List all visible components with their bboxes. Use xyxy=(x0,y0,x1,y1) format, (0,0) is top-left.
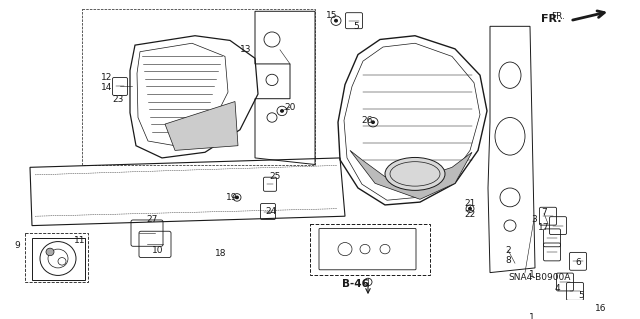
Text: 12: 12 xyxy=(101,73,113,82)
Text: 1: 1 xyxy=(529,270,535,279)
FancyArrowPatch shape xyxy=(573,11,604,20)
Text: 14: 14 xyxy=(101,83,113,92)
Text: 5: 5 xyxy=(578,291,584,300)
Polygon shape xyxy=(165,101,238,150)
Text: 5: 5 xyxy=(353,22,359,31)
Text: FR.: FR. xyxy=(541,14,562,24)
Text: 13: 13 xyxy=(240,45,252,54)
Text: 6: 6 xyxy=(575,258,581,267)
Text: 19: 19 xyxy=(227,193,237,202)
Text: 3: 3 xyxy=(531,214,537,224)
Text: 1: 1 xyxy=(529,313,535,319)
Circle shape xyxy=(334,19,338,23)
Text: 18: 18 xyxy=(215,249,227,258)
Text: 23: 23 xyxy=(112,95,124,104)
Circle shape xyxy=(280,109,284,113)
Text: 24: 24 xyxy=(266,207,276,216)
Text: 2: 2 xyxy=(505,246,511,255)
Text: 21: 21 xyxy=(464,199,476,209)
Text: 8: 8 xyxy=(505,256,511,265)
Text: 4: 4 xyxy=(554,284,560,293)
Circle shape xyxy=(235,196,239,199)
Circle shape xyxy=(46,248,54,256)
Text: 9: 9 xyxy=(14,241,20,250)
Text: 16: 16 xyxy=(595,304,607,313)
Text: 20: 20 xyxy=(284,103,296,112)
Text: 25: 25 xyxy=(269,172,281,181)
Text: 17: 17 xyxy=(538,223,550,232)
Text: 15: 15 xyxy=(326,11,338,19)
Text: 26: 26 xyxy=(362,116,372,125)
Text: 7: 7 xyxy=(541,208,547,217)
Text: 10: 10 xyxy=(152,247,164,256)
Text: 11: 11 xyxy=(74,236,86,245)
Circle shape xyxy=(468,207,472,211)
Polygon shape xyxy=(350,150,472,199)
Text: B-46: B-46 xyxy=(342,279,369,289)
Text: 22: 22 xyxy=(465,210,476,219)
Ellipse shape xyxy=(385,158,445,190)
Text: FR.: FR. xyxy=(551,12,565,21)
Bar xyxy=(310,224,430,275)
Text: 27: 27 xyxy=(147,214,157,224)
Circle shape xyxy=(371,120,375,124)
Text: SNA4-B0900A: SNA4-B0900A xyxy=(509,273,571,282)
